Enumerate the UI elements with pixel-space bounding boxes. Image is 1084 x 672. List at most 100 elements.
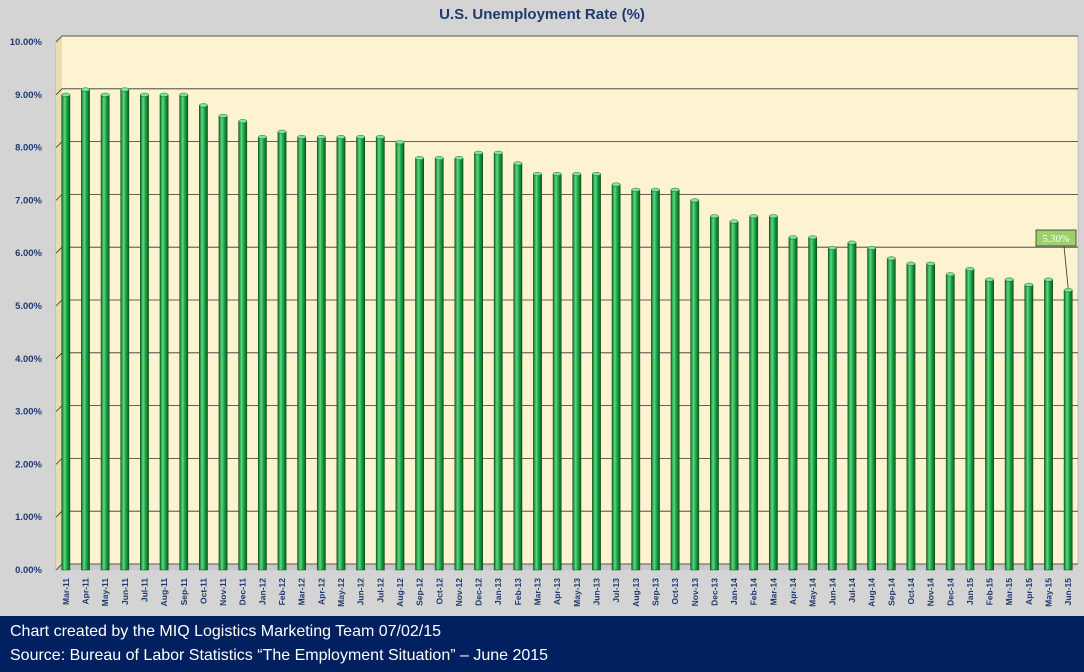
bar-body (336, 136, 346, 571)
x-tick-label: Dec-11 (238, 578, 248, 606)
y-tick-label: 7.00% (15, 195, 42, 206)
x-tick-label: Mar-14 (768, 578, 778, 606)
bar-top (100, 92, 110, 97)
bar-top (552, 171, 562, 176)
bar (100, 92, 110, 571)
bar-body (651, 189, 660, 571)
bar-body (395, 142, 405, 571)
bar-top (611, 182, 621, 187)
bar (297, 135, 307, 571)
bar-body (592, 173, 601, 571)
x-tick-label: Jun-15 (1063, 578, 1073, 606)
bar-top (769, 214, 778, 219)
chart-area: U.S. Unemployment Rate (%) 0.00% 1.00% 2.0… (9, 6, 1079, 607)
bar-top (395, 140, 405, 145)
bar-top (1024, 282, 1034, 287)
plot-background (55, 35, 1079, 571)
bar-top (179, 92, 189, 97)
bar (710, 214, 719, 571)
bar-top (199, 103, 208, 108)
y-tick-label: 3.00% (15, 407, 42, 418)
bar (1063, 288, 1073, 571)
x-tick-label: May-14 (808, 578, 818, 607)
bar (749, 214, 759, 571)
x-tick-label: Jun-12 (356, 578, 366, 606)
bar-top (258, 135, 267, 140)
y-tick-label: 5.00% (15, 301, 42, 312)
bar-body (886, 258, 896, 571)
x-tick-label: Aug-13 (631, 578, 641, 607)
bar-chart: 0.00% 1.00% 2.00% 3.00% 4.00% 5.00% 6.00% 7.00%… (10, 35, 1079, 607)
bar (140, 92, 149, 571)
bar (651, 187, 660, 571)
bar (81, 87, 90, 571)
annotation-leader (1063, 245, 1069, 289)
bar-body (120, 89, 130, 571)
bar (395, 140, 405, 571)
bar-top (788, 235, 798, 240)
bar (1024, 282, 1034, 571)
y-tick-label: 10.00% (10, 37, 43, 48)
bar-body (572, 173, 582, 571)
bar-top (513, 161, 523, 166)
bar-top (81, 87, 90, 92)
x-tick-label: Jun-14 (827, 578, 837, 606)
bar (768, 214, 778, 571)
bar-top (729, 219, 739, 224)
bar-top (474, 150, 483, 155)
bar-body (533, 173, 542, 571)
bar (631, 187, 641, 571)
bar-top (356, 135, 365, 140)
bar-top (238, 119, 248, 124)
x-tick-label: Oct-12 (434, 578, 444, 605)
bar-top (1044, 277, 1053, 282)
bar-top (906, 261, 916, 266)
bar-body (867, 247, 877, 571)
bar-body (749, 215, 759, 571)
bar-top (120, 87, 130, 92)
bar (1044, 277, 1053, 571)
x-tick-label: Jun-11 (120, 578, 130, 605)
bar (867, 245, 877, 571)
bar-body (61, 94, 71, 571)
bar-top (493, 150, 503, 155)
bar (572, 171, 582, 571)
x-tick-label: Sep-12 (415, 578, 425, 606)
bar-top (218, 113, 228, 118)
bar-top (965, 267, 975, 272)
bar (788, 235, 798, 571)
bar-body (552, 173, 562, 571)
gridline (55, 88, 1078, 96)
bar-top (886, 256, 896, 261)
bar-body (493, 152, 503, 571)
bar-top (945, 272, 955, 277)
x-tick-label: Jan-13 (493, 578, 503, 605)
bar-body (690, 200, 700, 571)
bar (729, 219, 739, 571)
bar-body (257, 136, 267, 571)
bar (434, 156, 444, 571)
bar-top (690, 198, 700, 203)
bar (690, 198, 700, 571)
footer: Chart created by the MIQ Logistics Marke… (0, 616, 1084, 672)
x-tick-label: Sep-13 (650, 578, 660, 606)
bar-body (985, 279, 994, 571)
bar-top (159, 92, 169, 97)
x-tick-label: Feb-15 (985, 578, 995, 606)
x-tick-label: Nov-12 (454, 578, 464, 607)
bar-top (277, 129, 287, 134)
bar (454, 156, 464, 571)
bar-top (631, 187, 641, 192)
y-tick-label: 1.00% (15, 512, 42, 523)
x-tick-label: May-13 (572, 578, 582, 607)
bar-top (926, 261, 935, 266)
bar-body (199, 105, 208, 571)
x-tick-label: Jul-14 (847, 578, 857, 603)
bar-body (729, 221, 739, 571)
chart-title: U.S. Unemployment Rate (%) (439, 6, 645, 23)
y-tick-label: 6.00% (15, 248, 42, 259)
bar-body (356, 136, 366, 571)
bar-body (179, 94, 189, 571)
bar (120, 87, 130, 571)
x-tick-label: Apr-11 (80, 578, 90, 605)
